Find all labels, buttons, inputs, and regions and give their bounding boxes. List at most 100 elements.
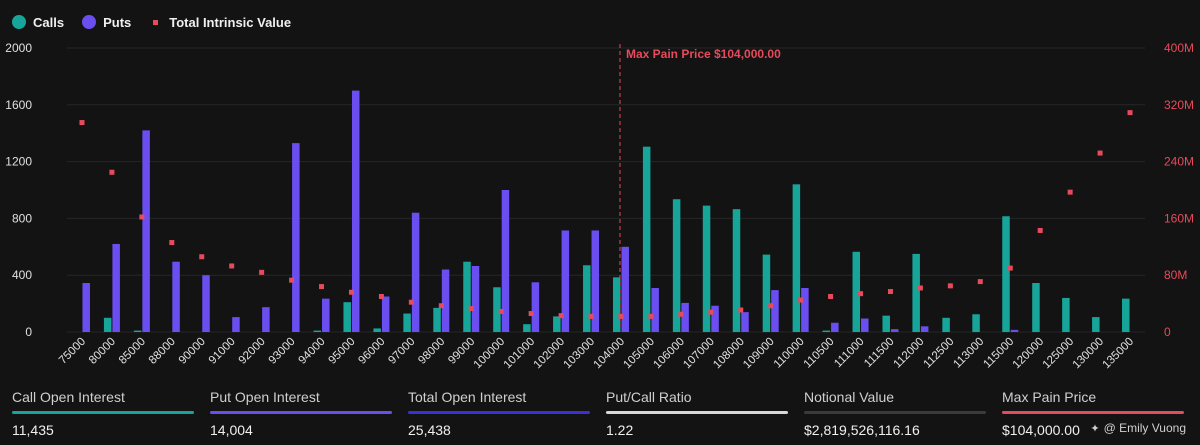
call-bar <box>463 261 471 332</box>
call-bar <box>732 209 741 332</box>
call-bar <box>133 330 142 332</box>
put-bar <box>531 282 540 332</box>
legend-item-calls[interactable]: Calls <box>12 15 64 30</box>
call-bar <box>972 314 980 332</box>
x-tick-label: 80000 <box>87 336 118 367</box>
put-bar <box>1010 329 1019 332</box>
stat-value: 14,004 <box>210 422 253 438</box>
stat-bar <box>210 411 392 414</box>
put-bar <box>471 265 480 332</box>
put-bar <box>920 326 929 332</box>
put-bar <box>411 212 420 332</box>
stat-label: Put Open Interest <box>210 389 320 405</box>
call-bar <box>523 324 531 332</box>
x-tick-label: 101000 <box>502 336 538 372</box>
x-tick-label: 85000 <box>117 336 148 367</box>
stat-value: 1.22 <box>606 422 634 438</box>
stat-call-open-interest: Call Open Interest 11,435 <box>12 388 194 438</box>
intrinsic-value-point <box>378 294 384 299</box>
put-bar <box>142 130 150 332</box>
call-bar <box>313 330 322 332</box>
legend-item-intrinsic[interactable]: Total Intrinsic Value <box>149 15 291 30</box>
stat-total-open-interest: Total Open Interest 25,438 <box>408 388 590 438</box>
y-right-tick-label: 80M <box>1164 268 1187 282</box>
x-tick-label: 92000 <box>237 336 268 367</box>
stat-value: $104,000.00 <box>1002 422 1080 438</box>
call-bar <box>942 317 950 332</box>
call-bar <box>1062 297 1070 332</box>
stat-put-open-interest: Put Open Interest 14,004 <box>210 388 392 438</box>
intrinsic-value-point <box>169 240 175 246</box>
legend-puts-label: Puts <box>103 14 132 30</box>
intrinsic-value-point <box>139 214 145 220</box>
x-tick-label: 88000 <box>147 336 178 367</box>
stat-label: Notional Value <box>804 389 895 405</box>
put-bar <box>82 283 90 332</box>
stat-bar <box>12 411 194 414</box>
x-tick-label: 103000 <box>562 336 598 372</box>
intrinsic-value-point <box>79 120 85 126</box>
x-tick-label: 108000 <box>711 336 747 372</box>
call-bar <box>493 287 501 332</box>
x-tick-label: 97000 <box>386 336 417 367</box>
stat-bar <box>804 411 986 414</box>
intrinsic-value-point <box>558 313 564 319</box>
put-bar <box>322 298 330 332</box>
x-tick-label: 111000 <box>832 336 866 370</box>
max-pain-label: Max Pain Price $104,000.00 <box>626 47 781 61</box>
intrinsic-value-point <box>348 289 354 295</box>
intrinsic-value-point <box>498 308 504 314</box>
put-bar <box>651 287 659 332</box>
put-bar <box>172 261 180 332</box>
x-tick-label: 107000 <box>681 336 717 372</box>
y-left-tick-label: 1200 <box>5 155 32 169</box>
legend-item-puts[interactable]: Puts <box>82 15 131 30</box>
x-tick-label: 102000 <box>532 336 568 372</box>
x-tick-label: 109000 <box>741 336 777 372</box>
x-tick-label: 110000 <box>772 336 807 371</box>
y-right-tick-label: 320M <box>1164 98 1194 112</box>
intrinsic-value-point <box>468 306 474 312</box>
x-tick-label: 135000 <box>1101 336 1137 372</box>
intrinsic-value-point <box>798 297 804 303</box>
x-tick-label: 120000 <box>1011 336 1047 372</box>
x-tick-label: 112000 <box>892 336 927 371</box>
put-bar <box>591 230 600 332</box>
intrinsic-value-point <box>1097 150 1103 156</box>
call-bar <box>822 330 831 332</box>
put-bar <box>262 307 270 332</box>
x-tick-label: 106000 <box>651 336 687 372</box>
stat-notional-value: Notional Value $2,819,526,116.16 <box>804 388 986 438</box>
stat-label: Put/Call Ratio <box>606 389 692 405</box>
put-bar <box>292 143 300 332</box>
y-left-tick-label: 0 <box>25 325 32 339</box>
brand-logo-icon: ✦ <box>1090 422 1100 435</box>
author-credit: ✦ @ Emily Vuong <box>1090 421 1186 435</box>
call-bar <box>672 199 681 332</box>
call-bar <box>403 313 411 332</box>
y-left-tick-label: 800 <box>12 211 32 225</box>
x-tick-label: 91000 <box>207 336 238 367</box>
put-bar <box>890 329 899 332</box>
put-bar <box>741 312 749 332</box>
call-bar <box>762 254 771 332</box>
call-bar <box>1122 298 1130 332</box>
call-bar <box>553 316 561 332</box>
put-bar <box>771 290 779 332</box>
x-tick-label: 115000 <box>981 336 1016 371</box>
intrinsic-value-point <box>678 311 684 317</box>
credit-text: @ Emily Vuong <box>1103 421 1186 435</box>
intrinsic-value-point <box>229 263 235 269</box>
put-bar <box>501 190 510 332</box>
put-bar <box>681 302 689 332</box>
y-right-tick-label: 0 <box>1164 325 1171 339</box>
x-tick-label: 100000 <box>472 336 508 372</box>
put-bar <box>202 275 210 332</box>
y-left-tick-label: 1600 <box>5 98 32 112</box>
x-tick-label: 130000 <box>1071 336 1107 372</box>
call-bar <box>433 307 441 332</box>
stat-bar <box>408 411 590 414</box>
intrinsic-value-point <box>887 289 893 295</box>
put-bar <box>801 287 809 332</box>
call-bar <box>912 253 920 332</box>
